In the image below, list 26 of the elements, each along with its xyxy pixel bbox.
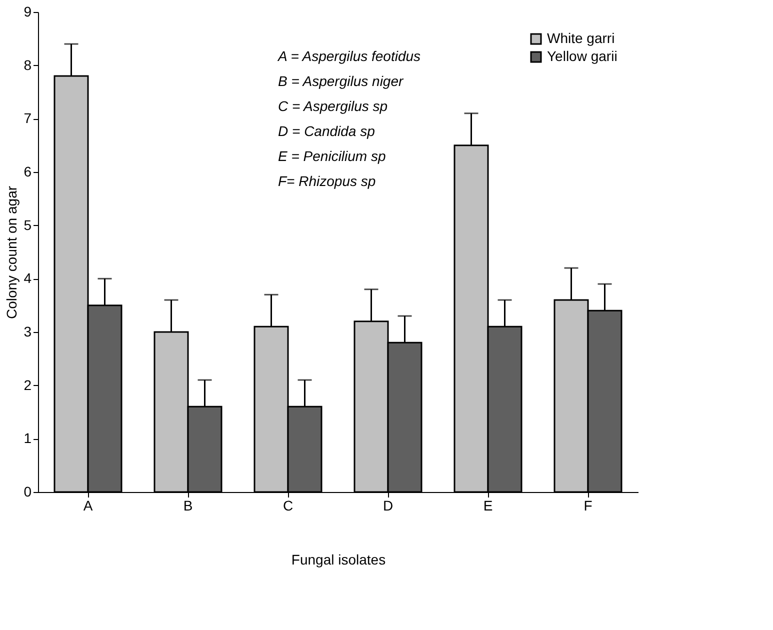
y-tick-label: 2 [24, 376, 32, 393]
y-tick-label: 6 [24, 164, 32, 180]
x-tick-label: D [382, 498, 394, 514]
y-tick-label: 1 [24, 430, 32, 446]
y-tick-label: 9 [24, 4, 32, 20]
y-tick-label: 4 [24, 270, 32, 286]
annotation: A = Aspergilus feotidus [277, 48, 421, 64]
annotation: F= Rhizopus sp [278, 173, 376, 189]
y-tick-label: 8 [24, 56, 32, 73]
x-tick-label: B [183, 498, 193, 514]
annotation: E = Penicilium sp [278, 148, 386, 164]
x-tick-label: F [584, 498, 592, 514]
x-tick-label: A [83, 498, 94, 514]
x-tick-label: E [483, 498, 493, 514]
legend-label: White garri [547, 30, 615, 46]
y-tick-label: 5 [24, 216, 32, 233]
y-axis-title: Colony count on agar [4, 186, 20, 320]
y-tick-label: 0 [24, 484, 32, 500]
annotation: C = Aspergilus sp [278, 98, 388, 114]
x-axis-title: Fungal isolates [291, 552, 386, 568]
legend-label: Yellow garii [547, 48, 618, 64]
x-tick-label: C [282, 498, 294, 514]
y-tick-label: 3 [24, 324, 32, 340]
annotation: B = Aspergilus niger [278, 73, 404, 89]
annotation: D = Candida sp [278, 123, 376, 139]
y-tick-label: 7 [24, 110, 32, 126]
